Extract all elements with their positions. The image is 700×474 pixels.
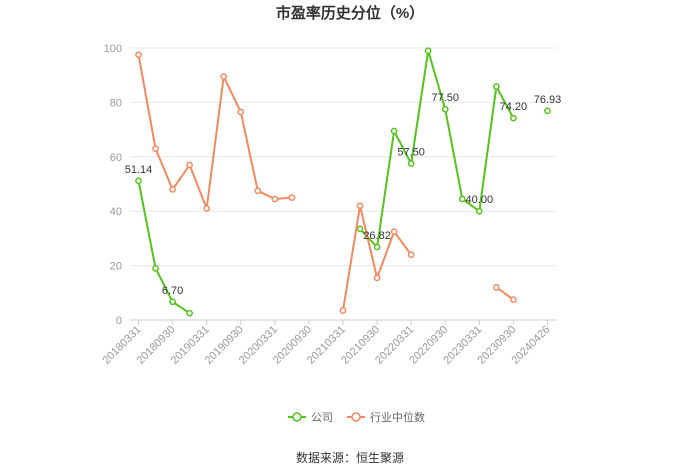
y-tick-label: 20	[110, 261, 122, 273]
data-point[interactable]	[475, 207, 483, 215]
data-source: 数据来源：恒生聚源	[296, 450, 404, 465]
data-label: 40.00	[466, 194, 494, 206]
series-line	[342, 204, 412, 311]
data-point[interactable]	[493, 284, 500, 291]
data-point[interactable]	[203, 205, 211, 212]
data-point[interactable]	[339, 307, 347, 314]
data-point[interactable]	[254, 187, 262, 195]
legend-label: 公司	[311, 412, 333, 424]
data-label: 51.14	[125, 164, 153, 176]
data-label: 57.50	[397, 147, 425, 159]
y-tick-label: 0	[116, 315, 122, 327]
data-point[interactable]	[220, 73, 228, 80]
data-point[interactable]	[407, 160, 415, 167]
data-point[interactable]	[493, 83, 500, 90]
grid	[130, 47, 556, 321]
data-point[interactable]	[169, 186, 176, 193]
legend-marker	[351, 412, 361, 422]
data-point[interactable]	[407, 251, 415, 259]
legend-marker	[292, 412, 302, 422]
data-point[interactable]	[169, 298, 176, 306]
y-axis: 0 20 40 60 80 100	[104, 43, 122, 327]
series-0	[135, 47, 551, 317]
y-tick-label: 100	[104, 43, 122, 55]
x-axis: 2018033120180930201903312019093020200331…	[101, 320, 553, 367]
data-label: 77.50	[431, 92, 459, 104]
data-point[interactable]	[356, 225, 364, 233]
data-point[interactable]	[390, 127, 398, 135]
data-point[interactable]	[152, 264, 159, 272]
data-point[interactable]	[510, 296, 517, 303]
data-point[interactable]	[186, 309, 193, 317]
data-point[interactable]	[544, 107, 551, 115]
data-labels: 51.14 6.70 26.82 57.50 77.50 40.00 74.20 76.93	[125, 92, 561, 297]
y-tick-label: 40	[110, 206, 122, 218]
data-point[interactable]	[135, 51, 142, 59]
data-point[interactable]	[356, 202, 364, 210]
series-1	[135, 51, 517, 314]
data-point[interactable]	[390, 228, 398, 235]
data-point[interactable]	[373, 274, 381, 282]
series-line	[495, 286, 514, 301]
y-tick-label: 60	[110, 152, 122, 164]
data-point[interactable]	[373, 243, 381, 251]
data-label: 26.82	[363, 230, 391, 242]
legend-label: 行业中位数	[370, 410, 425, 424]
data-label: 74.20	[500, 101, 528, 113]
data-label: 6.70	[162, 285, 183, 297]
data-point[interactable]	[135, 177, 142, 185]
data-point[interactable]	[510, 114, 517, 122]
legend-item-1[interactable]: 行业中位数	[347, 410, 425, 424]
y-tick-label: 80	[110, 97, 122, 109]
data-point[interactable]	[237, 108, 245, 116]
data-point[interactable]	[441, 105, 449, 113]
data-point[interactable]	[186, 161, 193, 169]
data-point[interactable]	[458, 195, 466, 203]
series-layer	[135, 47, 551, 317]
chart-title: 市盈率历史分位（%）	[276, 4, 424, 22]
series-line	[359, 49, 515, 249]
data-point[interactable]	[152, 145, 159, 152]
data-point[interactable]	[424, 47, 432, 55]
data-point[interactable]	[271, 195, 279, 203]
series-line	[137, 180, 191, 315]
data-label: 76.93	[534, 94, 562, 106]
series-line	[137, 54, 292, 210]
data-point[interactable]	[288, 194, 296, 201]
legend[interactable]: 公司 行业中位数	[288, 410, 425, 424]
legend-item-0[interactable]: 公司	[288, 412, 333, 424]
